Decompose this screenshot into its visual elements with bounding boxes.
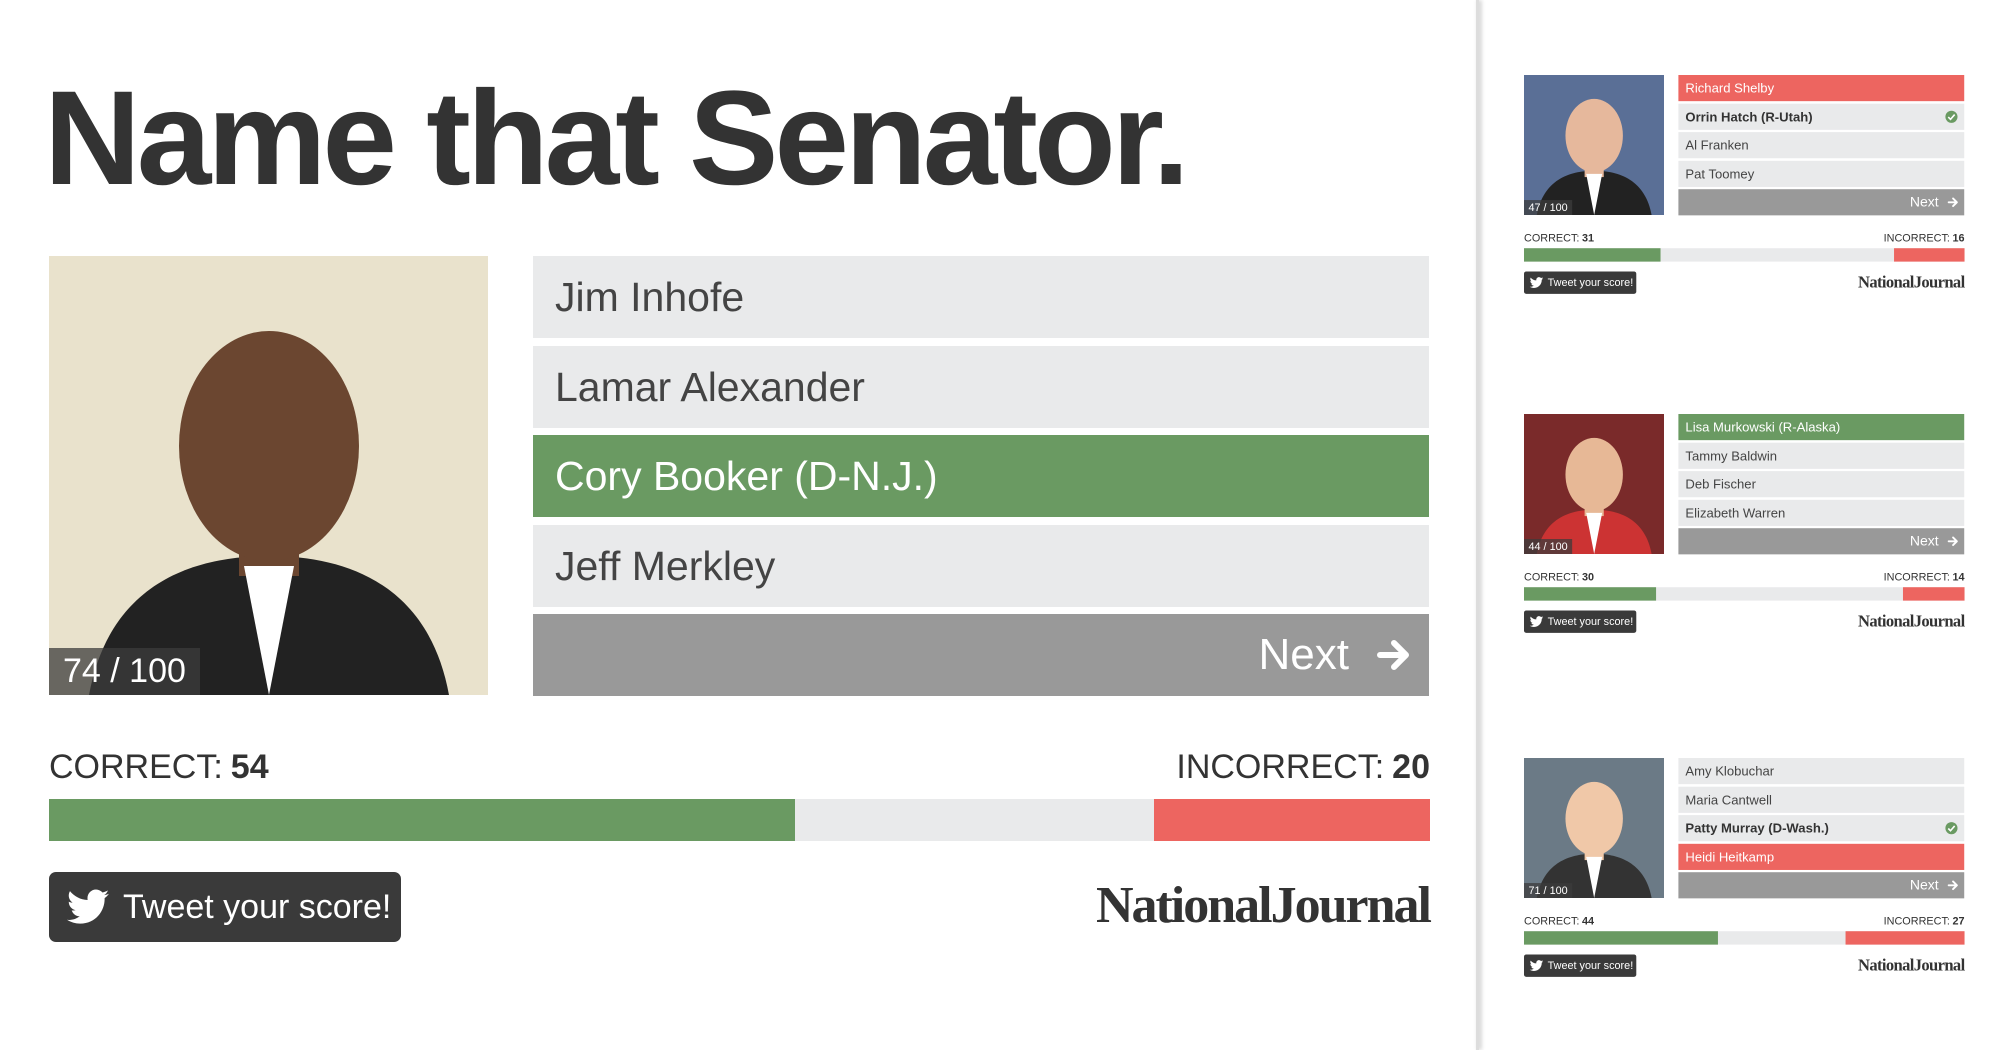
tweet-button[interactable]: Tweet your score! [1524,954,1637,977]
answer-option[interactable]: Jim Inhofe [533,256,1429,338]
senator-photo [1524,758,1665,899]
correct-bar [1524,931,1718,945]
senator-photo [1524,414,1665,555]
arrow-icon [1377,640,1409,670]
brand-logo: NationalJournal [1857,612,1965,631]
incorrect-count: INCORRECT:27 [1884,915,1965,927]
incorrect-value: 20 [1392,748,1430,786]
answer-option[interactable]: Al Franken [1678,132,1965,159]
score-bar [1524,248,1965,262]
answer-option[interactable]: Amy Klobuchar [1678,758,1965,785]
arrow-icon [1947,880,1958,891]
incorrect-value: 27 [1952,914,1965,928]
twitter-icon [67,889,109,924]
incorrect-bar [1845,931,1965,945]
arrow-icon [1947,197,1958,208]
twitter-icon [1529,960,1544,971]
correct-count: CORRECT:44 [1524,915,1594,927]
check-icon [1945,110,1958,123]
photo-frame: 71 / 100 [1524,758,1665,899]
correct-value: 30 [1581,570,1595,584]
photo-frame: 47 / 100 [1524,75,1665,216]
tweet-button[interactable]: Tweet your score! [1524,610,1637,633]
correct-label: CORRECT: [1524,570,1580,584]
twitter-icon [1529,616,1544,627]
incorrect-label: INCORRECT: [1883,570,1950,584]
correct-value: 31 [1581,231,1595,245]
senator-photo [1524,75,1665,216]
answer-option[interactable]: Elizabeth Warren [1678,499,1965,526]
score-bar [1524,587,1965,601]
answer-option[interactable]: Tammy Baldwin [1678,442,1965,469]
correct-label: CORRECT: [49,748,223,786]
score-label: 47 / 100 [1524,200,1573,216]
score-label: 74 / 100 [49,648,200,695]
score-label: 71 / 100 [1524,883,1573,899]
correct-bar [1524,587,1657,601]
score-label: 44 / 100 [1524,539,1573,555]
answer-option[interactable]: Deb Fischer [1678,471,1965,498]
page-title: Name that Senator. [44,64,1190,213]
incorrect-count: INCORRECT:16 [1884,232,1965,244]
incorrect-bar [1153,799,1430,841]
answer-option[interactable]: Orrin Hatch (R-Utah) [1678,103,1965,130]
quiz-card: 74 / 100 Jim Inhofe Lamar Alexander Cory Bo… [49,256,1432,956]
answer-option[interactable]: Lamar Alexander [533,345,1429,428]
answer-option[interactable]: Richard Shelby [1678,75,1965,102]
correct-count: CORRECT: 54 [49,748,269,787]
tweet-button[interactable]: Tweet your score! [1524,271,1637,294]
quiz-card: 47 / 100 Richard Shelby Orrin Hatch (R-Uta… [1524,75,1965,298]
incorrect-label: INCORRECT: [1176,748,1385,786]
correct-label: CORRECT: [1524,231,1580,245]
brand-logo: NationalJournal [1095,877,1432,934]
score-bar [49,799,1430,841]
next-button[interactable]: Next [1678,872,1965,899]
correct-count: CORRECT:31 [1524,232,1594,244]
check-icon [1945,822,1958,835]
brand-logo: NationalJournal [1857,956,1965,975]
correct-count: CORRECT:30 [1524,571,1594,583]
next-button[interactable]: Next [1678,528,1965,555]
divider [1476,0,1479,1050]
incorrect-bar [1894,248,1965,262]
correct-bar [1524,248,1661,262]
quiz-card: 71 / 100 Amy Klobuchar Maria Cantwell Patty… [1524,758,1965,981]
correct-label: CORRECT: [1524,914,1580,928]
next-button[interactable]: Next [1678,189,1965,216]
incorrect-value: 14 [1952,570,1965,584]
answer-option[interactable]: Patty Murray (D-Wash.) [1678,815,1965,842]
correct-value: 44 [1581,914,1595,928]
answer-option[interactable]: Maria Cantwell [1678,786,1965,813]
photo-frame: 74 / 100 [49,256,488,695]
answer-option[interactable]: Lisa Murkowski (R-Alaska) [1678,414,1965,441]
incorrect-count: INCORRECT:14 [1884,571,1965,583]
answer-option[interactable]: Heidi Heitkamp [1678,843,1965,870]
photo-frame: 44 / 100 [1524,414,1665,555]
incorrect-label: INCORRECT: [1883,914,1950,928]
incorrect-count: INCORRECT: 20 [1176,748,1430,787]
score-bar [1524,931,1965,945]
twitter-icon [1529,277,1544,288]
incorrect-label: INCORRECT: [1883,231,1950,245]
answer-option[interactable]: Jeff Merkley [533,524,1429,607]
senator-photo [49,256,488,695]
brand-logo: NationalJournal [1857,273,1965,292]
next-button[interactable]: Next [533,614,1429,696]
correct-value: 54 [230,748,269,786]
incorrect-value: 16 [1952,231,1965,245]
answer-option[interactable]: Cory Booker (D-N.J.) [533,435,1429,517]
arrow-icon [1947,536,1958,547]
incorrect-bar [1902,587,1965,601]
tweet-button[interactable]: Tweet your score! [49,872,401,942]
answer-option[interactable]: Pat Toomey [1678,160,1965,187]
correct-bar [49,799,795,841]
quiz-card: 44 / 100 Lisa Murkowski (R-Alaska) Tammy B… [1524,414,1965,637]
